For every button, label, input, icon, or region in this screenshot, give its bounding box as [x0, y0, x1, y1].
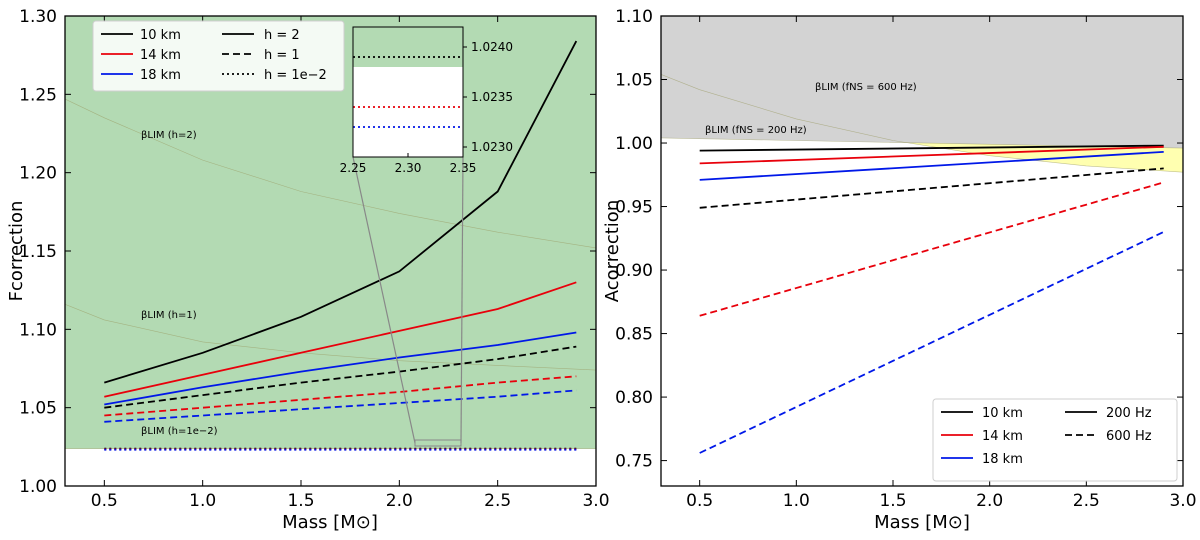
- inset-x-tick-label: 2.25: [340, 161, 367, 175]
- y-tick-label: 0.95: [615, 198, 653, 218]
- y-tick-label: 0.85: [615, 325, 653, 345]
- x-tick-label: 1.5: [879, 491, 906, 511]
- x-tick-label: 1.0: [189, 491, 216, 511]
- right-chart: 0.5 1.0 1.5 2.0 2.5 3.0 0.75 0.80 0.85 0.90 0.95 1.…: [602, 7, 1197, 533]
- series-line-10-km-600-hz: [699, 167, 1164, 209]
- right-x-axis-label: Mass [M⊙]: [874, 512, 970, 533]
- region-boundary-lim-fns-600-hz: [661, 74, 1183, 173]
- legend-label-10-km: 10 km: [982, 406, 1023, 421]
- right-y-axis-label: Acorrection: [602, 200, 623, 302]
- region-label-600hz: βLIM (fNS = 600 Hz): [815, 82, 917, 93]
- y-tick-label: 1.25: [19, 85, 57, 105]
- x-tick-label: 0.5: [91, 491, 118, 511]
- x-tick-label: 0.5: [686, 491, 713, 511]
- y-tick-label: 1.00: [19, 477, 57, 497]
- series-line-14-km-600-hz: [699, 181, 1164, 317]
- inset-connector-left: [352, 156, 416, 444]
- x-tick-label: 3.0: [1169, 491, 1196, 511]
- right-series-lines: [699, 144, 1165, 454]
- region-lim-fns-200-hz: [661, 16, 1183, 149]
- left-legend: 10 km 14 km 18 km h = 2 h = 1 h = 1e−2: [92, 20, 345, 92]
- x-tick-label: 2.5: [1073, 491, 1100, 511]
- y-tick-label: 1.10: [19, 320, 57, 340]
- y-tick-label: 1.05: [19, 399, 57, 419]
- series-line-14-km-h-2: [104, 281, 577, 398]
- series-line-18-km-h-2: [104, 331, 577, 406]
- inset-y-tick-label: 1.0240: [471, 40, 513, 54]
- legend-label-14-km: 14 km: [140, 48, 181, 63]
- right-plot-frame: [660, 15, 1184, 487]
- y-tick-label: 0.90: [615, 261, 653, 281]
- series-line-10-km-h-1: [104, 345, 577, 409]
- x-tick-label: 1.0: [783, 491, 810, 511]
- region-boundary-lim-h-2: [65, 98, 596, 249]
- right-ticks: 0.5 1.0 1.5 2.0 2.5 3.0 0.75 0.80 0.85 0.90 0.95 1.…: [615, 7, 1196, 511]
- region-label-h1: βLIM (h=1): [141, 310, 197, 321]
- y-tick-label: 1.05: [615, 71, 653, 91]
- left-x-axis-label: Mass [M⊙]: [282, 512, 378, 533]
- region-label-200hz: βLIM (fNS = 200 Hz): [705, 125, 807, 136]
- region-label-h2: βLIM (h=2): [141, 130, 197, 141]
- inset-y-tick-label: 1.0230: [471, 140, 513, 154]
- region-label-h001: βLIM (h=1e−2): [141, 426, 218, 437]
- x-tick-label: 1.5: [287, 491, 314, 511]
- legend-label-14-km: 14 km: [982, 429, 1023, 444]
- y-tick-label: 1.00: [615, 134, 653, 154]
- y-tick-label: 1.10: [615, 7, 653, 27]
- legend-label-600-hz: 600 Hz: [1106, 429, 1152, 444]
- right-legend: 10 km 14 km 18 km 200 Hz 600 Hz: [932, 398, 1178, 482]
- series-line-14-km-200-hz: [699, 145, 1164, 165]
- left-inset: 2.25 2.30 2.35 1.0230 1.0235 1.0240: [340, 26, 513, 447]
- left-legend-box: [92, 20, 345, 92]
- y-tick-label: 0.80: [615, 388, 653, 408]
- series-line-14-km-h-1: [104, 375, 577, 417]
- x-tick-label: 2.0: [386, 491, 413, 511]
- left-ticks: 0.5 1.0 1.5 2.0 2.5 3.0 1.00 1.05 1.10 1.15 1.20 1.…: [19, 7, 609, 511]
- series-line-10-km-h-2: [104, 40, 578, 384]
- legend-label-200-hz: 200 Hz: [1106, 406, 1152, 421]
- series-line-18-km-600-hz: [699, 231, 1165, 454]
- legend-label-18-km: 18 km: [140, 68, 181, 83]
- inset-region-h001: [353, 27, 463, 67]
- legend-label-10-km: 10 km: [140, 28, 181, 43]
- x-tick-label: 2.5: [484, 491, 511, 511]
- inset-x-tick-label: 2.30: [395, 161, 422, 175]
- y-tick-label: 1.30: [19, 7, 57, 27]
- left-series-lines: [104, 40, 578, 451]
- y-tick-label: 1.15: [19, 242, 57, 262]
- right-regions: [661, 16, 1183, 173]
- right-legend-box: [932, 398, 1178, 482]
- legend-label-h-1: h = 1: [264, 48, 300, 63]
- series-line-10-km-200-hz: [699, 144, 1164, 152]
- left-y-axis-label: Fcorrection: [6, 201, 27, 302]
- legend-label-18-km: 18 km: [982, 452, 1023, 467]
- inset-y-tick-label: 1.0235: [471, 90, 513, 104]
- inset-x-tick-label: 2.35: [450, 161, 477, 175]
- x-tick-label: 2.0: [976, 491, 1003, 511]
- inset-zoom-box: [414, 439, 462, 447]
- series-line-18-km-h-1: [104, 389, 577, 423]
- inset-connector-right: [460, 156, 464, 444]
- legend-label-h-2: h = 2: [264, 28, 300, 43]
- x-tick-label: 3.0: [582, 491, 609, 511]
- legend-label-h-1e-2: h = 1e−2: [264, 68, 327, 83]
- y-tick-label: 0.75: [615, 452, 653, 472]
- series-line-18-km-200-hz: [699, 151, 1164, 181]
- y-tick-label: 1.20: [19, 164, 57, 184]
- left-chart: 0.5 1.0 1.5 2.0 2.5 3.0 1.00 1.05 1.10 1.15 1.20 1.…: [6, 7, 610, 533]
